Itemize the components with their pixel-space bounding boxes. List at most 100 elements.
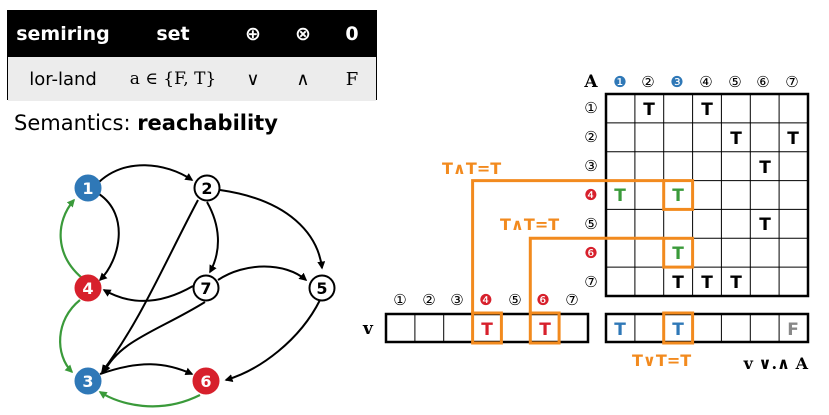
node-label: 2 <box>201 179 212 198</box>
node-label: 7 <box>200 279 211 298</box>
result-cells: T T F <box>614 320 799 340</box>
node-circle <box>74 274 102 302</box>
edge-6-3 <box>98 391 201 408</box>
matrix-cell: T <box>701 100 713 120</box>
vector-cell: T <box>539 320 551 340</box>
row-set: a ∈ {F, T} <box>129 69 217 89</box>
edge-7-5 <box>217 265 308 281</box>
node-circle <box>192 274 220 302</box>
matrix-col-headers: ❶ ② ❸ ④ ⑤ ⑥ ⑦ <box>613 73 798 91</box>
table-header-row: semiring set ⊕ ⊗ 0 <box>8 11 376 57</box>
matrix-row-header: ② <box>584 128 597 146</box>
graph-node-3: 3 <box>74 367 102 395</box>
matrix-cell: T <box>672 244 684 264</box>
semantics-line: Semantics: reachability <box>14 111 278 135</box>
row-times: ∧ <box>296 68 310 90</box>
orange-highlights <box>471 179 695 345</box>
matrix-grid <box>604 92 810 298</box>
semiring-table: semiring set ⊕ ⊗ 0 lor-land a ∈ {F, T} ∨… <box>7 10 377 101</box>
header-set: set <box>156 23 190 45</box>
vector-col-header: ③ <box>450 291 463 309</box>
matrix-row-header: ③ <box>584 157 597 175</box>
graph-node-1: 1 <box>74 174 102 202</box>
highlight-a63 <box>662 236 695 269</box>
node-circle <box>74 367 102 395</box>
semantics-prefix: Semantics: <box>14 111 131 135</box>
matrix-cell: T <box>614 186 626 206</box>
header-times: ⊗ <box>295 23 311 45</box>
vector-col-header: ❹ <box>479 291 492 309</box>
node-label: 5 <box>316 279 327 298</box>
node-circle <box>192 367 220 395</box>
header-zero: 0 <box>345 23 359 45</box>
node-circle <box>193 174 221 202</box>
edge-4-3 <box>59 299 81 374</box>
edge-1-4 <box>98 193 120 282</box>
matrix-col-header: ⑦ <box>785 73 798 91</box>
result-cell: F <box>787 320 799 340</box>
vector-col-header: ⑦ <box>565 291 578 309</box>
matrix-col-header: ⑥ <box>756 73 769 91</box>
matrix-row-headers: ① ② ③ ❹ ⑤ ❻ ⑦ <box>584 99 597 291</box>
matrix-cell: T <box>759 158 771 178</box>
matrix-row-header: ❹ <box>584 186 597 204</box>
highlight-a43 <box>662 179 695 211</box>
node-label: 4 <box>82 279 93 298</box>
vector-col-header: ① <box>393 291 406 309</box>
vector-col-header: ❻ <box>536 291 549 309</box>
graph-edges <box>59 164 326 408</box>
highlight-v6 <box>528 311 561 345</box>
vector-col-headers: ① ② ③ ❹ ⑤ ❻ ⑦ <box>393 291 578 309</box>
node-circle <box>74 174 102 202</box>
header-semiring: semiring <box>16 23 110 45</box>
matrix-cell: T <box>672 186 684 206</box>
highlight-v4 <box>471 311 503 345</box>
edge-2-3 <box>101 199 199 374</box>
result-grid <box>604 312 810 344</box>
highlight-path-2 <box>528 236 664 313</box>
vector-cell: T <box>481 320 493 340</box>
matrix-col-header: ❶ <box>613 73 626 91</box>
result-cell: T <box>614 320 626 340</box>
row-plus: ∨ <box>246 68 260 90</box>
annotation-and-1: T∧T=T <box>442 159 501 178</box>
node-circle <box>308 274 336 302</box>
highlight-path-1 <box>471 179 664 313</box>
matrix-cells: T T T T T T T T T T T T <box>614 100 799 293</box>
node-label: 6 <box>200 372 211 391</box>
graph-node-6: 6 <box>192 367 220 395</box>
matrix-cell: T <box>730 273 742 293</box>
graph-node-7: 7 <box>192 274 220 302</box>
edge-7-4 <box>102 285 194 302</box>
matrix-cell: T <box>701 273 713 293</box>
edge-3-6 <box>99 363 194 376</box>
matrix-col-header: ② <box>641 73 654 91</box>
node-label: 1 <box>82 179 93 198</box>
matrix-row-header: ⑦ <box>584 273 597 291</box>
edge-4-1 <box>59 198 83 279</box>
matrix-col-header: ⑤ <box>728 73 741 91</box>
matrix-col-header: ④ <box>699 73 712 91</box>
vector-col-header: ⑤ <box>508 291 521 309</box>
row-semiring: lor-land <box>29 68 97 90</box>
row-zero: F <box>345 68 359 90</box>
edge-7-3 <box>103 301 206 374</box>
result-label: v ∨.∧ A <box>743 354 809 373</box>
edge-2-5 <box>219 189 326 270</box>
node-label: 3 <box>82 372 93 391</box>
graph-node-2: 2 <box>193 174 221 202</box>
matrix-row-header: ❻ <box>584 244 597 262</box>
vector-col-header: ② <box>422 291 435 309</box>
edge-2-7 <box>206 201 219 274</box>
semantics-value: reachability <box>137 111 278 135</box>
vector-cells: T T <box>481 320 551 340</box>
annotations: T∧T=T T∧T=T T∨T=T <box>442 159 691 370</box>
matrix-row-header: ⑤ <box>584 215 597 233</box>
graph-node-5: 5 <box>308 274 336 302</box>
matrix-row-header: ① <box>584 99 597 117</box>
edge-1-2 <box>98 164 194 183</box>
vector-label: v <box>362 319 374 339</box>
highlight-r3 <box>662 311 695 345</box>
header-plus: ⊕ <box>245 23 261 45</box>
